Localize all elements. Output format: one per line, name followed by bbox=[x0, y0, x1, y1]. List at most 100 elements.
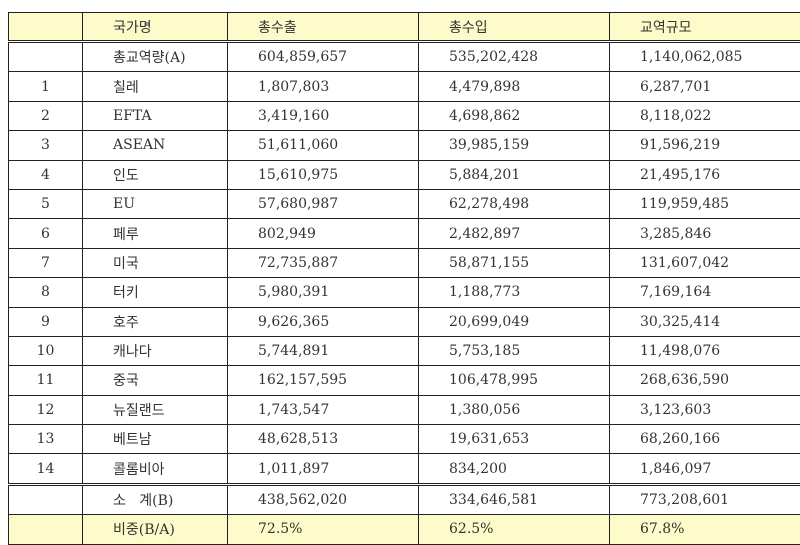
row-name: EFTA bbox=[83, 101, 228, 130]
row-import: 4,479,898 bbox=[419, 72, 610, 101]
header-row: 국가명 총수출 총수입 교역규모 bbox=[9, 13, 800, 42]
row-no: 10 bbox=[9, 336, 83, 365]
row-trade: 1,140,062,085 bbox=[610, 42, 800, 72]
row-trade: 7,169,164 bbox=[610, 278, 800, 307]
row-export: 48,628,513 bbox=[228, 425, 419, 454]
row-name: 중국 bbox=[83, 366, 228, 395]
row-import: 334,646,581 bbox=[419, 484, 610, 514]
row-export: 9,626,365 bbox=[228, 307, 419, 336]
row-trade: 21,495,176 bbox=[610, 160, 800, 189]
row-trade: 1,846,097 bbox=[610, 454, 800, 484]
row-import: 19,631,653 bbox=[419, 425, 610, 454]
row-trade: 30,325,414 bbox=[610, 307, 800, 336]
row-export: 162,157,595 bbox=[228, 366, 419, 395]
row-import: 62,278,498 bbox=[419, 189, 610, 218]
row-import: 58,871,155 bbox=[419, 248, 610, 277]
row-name: ASEAN bbox=[83, 131, 228, 160]
row-no: 5 bbox=[9, 189, 83, 218]
row-trade: 68,260,166 bbox=[610, 425, 800, 454]
row-no: 6 bbox=[9, 219, 83, 248]
row-export: 3,419,160 bbox=[228, 101, 419, 130]
header-country: 국가명 bbox=[83, 13, 228, 42]
row-name: 총교역량(A) bbox=[83, 42, 228, 72]
row-export: 604,859,657 bbox=[228, 42, 419, 72]
row-trade: 11,498,076 bbox=[610, 336, 800, 365]
row-name: 콜롬비아 bbox=[83, 454, 228, 484]
row-name: 페루 bbox=[83, 219, 228, 248]
row-export: 15,610,975 bbox=[228, 160, 419, 189]
row-name: 인도 bbox=[83, 160, 228, 189]
row-export: 5,980,391 bbox=[228, 278, 419, 307]
row-no: 8 bbox=[9, 278, 83, 307]
row-trade: 3,123,603 bbox=[610, 395, 800, 424]
row-no: 13 bbox=[9, 425, 83, 454]
row-import: 106,478,995 bbox=[419, 366, 610, 395]
row-name: 터키 bbox=[83, 278, 228, 307]
row-import: 5,884,201 bbox=[419, 160, 610, 189]
header-trade: 교역규모 bbox=[610, 13, 800, 42]
row-no: 11 bbox=[9, 366, 83, 395]
row-export: 802,949 bbox=[228, 219, 419, 248]
row-export: 72,735,887 bbox=[228, 248, 419, 277]
row-trade: 3,285,846 bbox=[610, 219, 800, 248]
row-no: 1 bbox=[9, 72, 83, 101]
ratio-row: 비중(B/A) 72.5% 62.5% 67.8% bbox=[9, 515, 800, 544]
row-name: 미국 bbox=[83, 248, 228, 277]
row-import: 834,200 bbox=[419, 454, 610, 484]
row-import: 1,380,056 bbox=[419, 395, 610, 424]
total-row: 총교역량(A) 604,859,657 535,202,428 1,140,06… bbox=[9, 42, 800, 72]
row-name: 칠레 bbox=[83, 72, 228, 101]
row-import: 2,482,897 bbox=[419, 219, 610, 248]
row-export: 51,611,060 bbox=[228, 131, 419, 160]
row-no bbox=[9, 484, 83, 514]
row-name: EU bbox=[83, 189, 228, 218]
row-trade: 119,959,485 bbox=[610, 189, 800, 218]
row-trade: 131,607,042 bbox=[610, 248, 800, 277]
row-name: 베트남 bbox=[83, 425, 228, 454]
row-trade: 91,596,219 bbox=[610, 131, 800, 160]
row-trade: 268,636,590 bbox=[610, 366, 800, 395]
row-export: 438,562,020 bbox=[228, 484, 419, 514]
header-import: 총수입 bbox=[419, 13, 610, 42]
row-import: 39,985,159 bbox=[419, 131, 610, 160]
row-export: 72.5% bbox=[228, 515, 419, 544]
fta-trade-table: 국가명 총수출 총수입 교역규모 총교역량(A) 604,859,657 535… bbox=[8, 12, 800, 545]
row-export: 57,680,987 bbox=[228, 189, 419, 218]
row-no: 14 bbox=[9, 454, 83, 484]
row-no: 9 bbox=[9, 307, 83, 336]
row-export: 5,744,891 bbox=[228, 336, 419, 365]
row-import: 535,202,428 bbox=[419, 42, 610, 72]
row-import: 62.5% bbox=[419, 515, 610, 544]
row-export: 1,807,803 bbox=[228, 72, 419, 101]
row-trade: 6,287,701 bbox=[610, 72, 800, 101]
row-no: 12 bbox=[9, 395, 83, 424]
row-name: 뉴질랜드 bbox=[83, 395, 228, 424]
row-import: 1,188,773 bbox=[419, 278, 610, 307]
row-import: 20,699,049 bbox=[419, 307, 610, 336]
row-no: 4 bbox=[9, 160, 83, 189]
header-export: 총수출 bbox=[228, 13, 419, 42]
row-name: 소 계(B) bbox=[83, 484, 228, 514]
row-no bbox=[9, 515, 83, 544]
row-trade: 773,208,601 bbox=[610, 484, 800, 514]
row-no: 7 bbox=[9, 248, 83, 277]
row-no: 2 bbox=[9, 101, 83, 130]
row-name: 캐나다 bbox=[83, 336, 228, 365]
row-trade: 67.8% bbox=[610, 515, 800, 544]
row-name: 호주 bbox=[83, 307, 228, 336]
row-import: 4,698,862 bbox=[419, 101, 610, 130]
row-no: 3 bbox=[9, 131, 83, 160]
